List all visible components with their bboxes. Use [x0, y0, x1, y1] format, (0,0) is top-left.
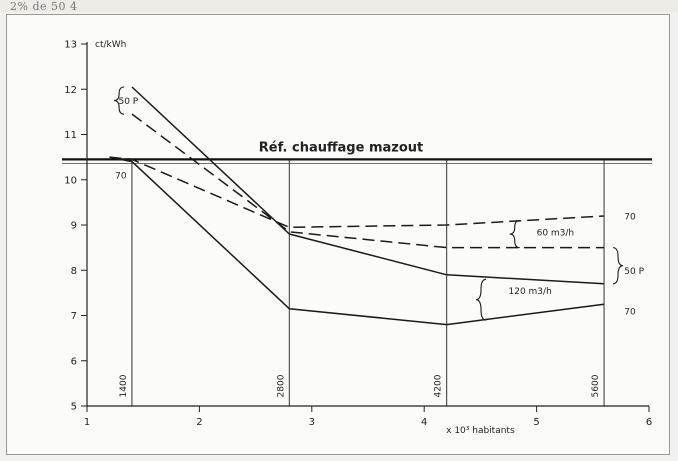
vertical-marker-label: 2800	[276, 374, 286, 397]
y-tick-label: 7	[71, 311, 77, 322]
annotation-label: 50 P	[624, 267, 644, 277]
x-tick-label: 3	[309, 417, 315, 428]
series-line-1	[131, 86, 605, 285]
y-tick-label: 8	[71, 266, 77, 277]
x-tick-label: 4	[421, 417, 427, 428]
document-text-fragment: 2% de 50 4	[10, 0, 78, 13]
annotation-label: 60 m3/h	[537, 228, 575, 238]
annotation-label: 70	[624, 212, 636, 222]
annotation-label: 120 m3/h	[509, 287, 552, 297]
y-tick-label: 11	[64, 130, 77, 141]
annotation-brace	[475, 278, 487, 321]
y-tick-label: 13	[64, 40, 77, 51]
series-layer	[109, 86, 624, 326]
x-tick-label: 5	[533, 417, 539, 428]
chart-panel	[6, 14, 670, 455]
vertical-marker-label: 1400	[119, 374, 129, 397]
annotation-brace	[612, 247, 624, 285]
document-background: 2% de 50 4	[0, 0, 678, 13]
y-axis-label: ct/kWh	[95, 40, 126, 50]
annotation-brace	[509, 219, 520, 249]
series-line-4	[109, 156, 605, 326]
chart-title: Réf. chauffage mazout	[259, 140, 423, 155]
annotation-label: 70	[115, 172, 127, 182]
annotation-label: 70	[624, 307, 636, 317]
grid-layer	[62, 158, 652, 406]
y-tick-label: 12	[64, 85, 77, 96]
series-line-3	[109, 156, 605, 229]
y-tick-label: 5	[71, 402, 77, 413]
x-tick-label: 2	[196, 417, 202, 428]
x-axis-label: x 10³ habitants	[446, 426, 515, 436]
vertical-marker-label: 5600	[591, 374, 601, 397]
annotation-brace	[114, 86, 125, 115]
series-line-2	[131, 113, 604, 249]
y-tick-label: 10	[64, 175, 77, 186]
y-tick-label: 6	[71, 356, 77, 367]
x-tick-label: 6	[646, 417, 652, 428]
labels-layer: 1400 2800 4200 5600 Réf. chauffage mazout 5 6 7…	[64, 40, 652, 437]
annotation-label: 50 P	[118, 97, 138, 107]
vertical-marker-label: 4200	[434, 374, 444, 397]
x-tick-label: 1	[84, 417, 90, 428]
y-tick-label: 9	[71, 221, 77, 232]
axes-layer	[81, 42, 650, 412]
